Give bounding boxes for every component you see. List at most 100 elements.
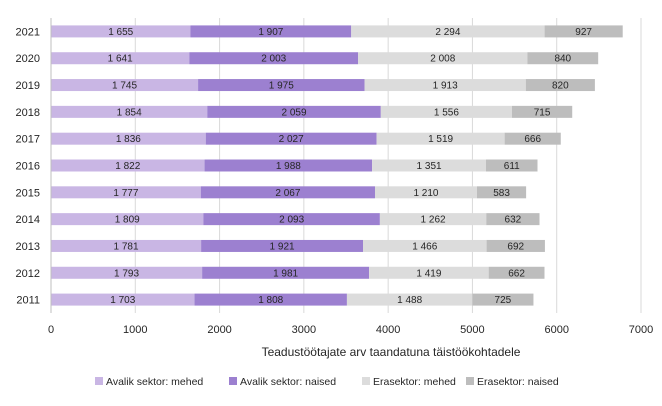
bar-segment: [205, 132, 377, 145]
bar-segment: [485, 159, 538, 172]
legend: Avalik sektor: mehed Avalik sektor: naise…: [95, 376, 559, 388]
bar-segment: [346, 293, 473, 306]
bar-segment: [358, 52, 528, 65]
data-label: 1 556: [434, 107, 459, 118]
bar-segment: [198, 79, 365, 92]
bar-segment: [486, 239, 545, 252]
legend-label: Avalik sektor: mehed: [106, 376, 203, 388]
x-tick-label: 2000: [207, 324, 231, 336]
y-tick-label: 2014: [16, 214, 40, 226]
data-label: 1 793: [114, 268, 139, 279]
y-tick-label: 2018: [16, 107, 40, 119]
data-label: 662: [508, 268, 525, 279]
bar-segment: [374, 186, 477, 199]
data-label: 1 921: [270, 241, 295, 252]
bar-segment: [525, 79, 595, 92]
bar-segment: [364, 79, 526, 92]
y-tick-label: 2016: [16, 161, 40, 173]
data-label: 1 262: [421, 215, 446, 226]
data-label: 840: [554, 54, 571, 65]
bar-segment: [189, 52, 359, 65]
data-label: 2 059: [282, 107, 307, 118]
data-label: 2 067: [275, 188, 300, 199]
data-label: 1 351: [417, 161, 442, 172]
data-label: 692: [507, 241, 524, 252]
x-tick-label: 1000: [123, 324, 147, 336]
data-label: 1 703: [110, 295, 135, 306]
data-label: 1 808: [258, 295, 283, 306]
data-label: 1 745: [112, 81, 137, 92]
data-label: 1 781: [114, 241, 139, 252]
data-label: 583: [493, 188, 510, 199]
data-label: 2 003: [261, 54, 286, 65]
bar-segment: [51, 79, 199, 92]
bar-segment: [51, 186, 201, 199]
x-axis-title: Teadustöötajate arv taandatuna täistööko…: [262, 345, 521, 359]
data-labels: 1 655 1 907 2 294 927 1 641 2 003 2 008 840 1 74…: [108, 27, 593, 306]
bar-segment: [51, 239, 202, 252]
legend-label: Avalik sektor: naised: [240, 376, 336, 388]
bar-segment: [511, 105, 573, 118]
bar-segment: [372, 159, 486, 172]
bar-segment: [476, 186, 527, 199]
data-label: 1 488: [397, 295, 422, 306]
bar-segment: [51, 105, 208, 118]
bar-segment: [379, 213, 487, 226]
legend-label: Erasektor: naised: [477, 376, 559, 388]
y-tick-label: 2011: [16, 295, 40, 307]
data-label: 1 907: [258, 27, 283, 38]
data-label: 1 655: [108, 27, 133, 38]
legend-swatch: [362, 377, 370, 385]
legend-swatch: [229, 377, 237, 385]
data-label: 1 210: [413, 188, 438, 199]
data-label: 632: [505, 215, 522, 226]
bar-segment: [51, 25, 191, 38]
bar-segment: [363, 239, 487, 252]
bar-segment: [51, 293, 195, 306]
y-tick-label: 2020: [16, 53, 40, 65]
y-tick-label: 2019: [16, 80, 40, 92]
data-label: 1 822: [115, 161, 140, 172]
bar-segment: [376, 132, 505, 145]
data-label: 927: [575, 27, 592, 38]
bar-segment: [472, 293, 534, 306]
bar-segment: [351, 25, 545, 38]
y-tick-label: 2013: [16, 241, 40, 253]
x-tick-label: 6000: [544, 324, 568, 336]
x-tick-label: 0: [48, 324, 54, 336]
bar-segment: [486, 213, 540, 226]
data-label: 820: [552, 81, 569, 92]
data-label: 1 981: [273, 268, 298, 279]
bar-segment: [51, 132, 206, 145]
data-label: 1 854: [117, 107, 142, 118]
data-label: 1 913: [433, 81, 458, 92]
data-label: 725: [495, 295, 512, 306]
bar-segment: [527, 52, 599, 65]
data-label: 2 093: [279, 215, 304, 226]
bar-segment: [369, 266, 489, 279]
data-label: 1 836: [116, 134, 141, 145]
y-tick-label: 2017: [16, 134, 40, 146]
data-label: 1 809: [115, 215, 140, 226]
legend-swatch: [466, 377, 474, 385]
data-label: 2 008: [430, 54, 455, 65]
data-label: 1 777: [113, 188, 138, 199]
data-label: 1 988: [276, 161, 301, 172]
bar-segment: [200, 186, 375, 199]
bar-segment: [488, 266, 545, 279]
bar-segment: [51, 159, 205, 172]
y-tick-label: 2015: [16, 187, 40, 199]
bar-segment: [203, 213, 380, 226]
legend-swatch: [95, 377, 103, 385]
data-label: 1 975: [269, 81, 294, 92]
data-label: 611: [504, 161, 520, 172]
bar-segment: [544, 25, 623, 38]
bar-segment: [201, 239, 364, 252]
data-label: 1 641: [108, 54, 133, 65]
bar-segment: [504, 132, 561, 145]
data-label: 1 419: [416, 268, 441, 279]
data-label: 2 027: [279, 134, 304, 145]
bar-segment: [51, 213, 204, 226]
x-tick-label: 3000: [292, 324, 316, 336]
